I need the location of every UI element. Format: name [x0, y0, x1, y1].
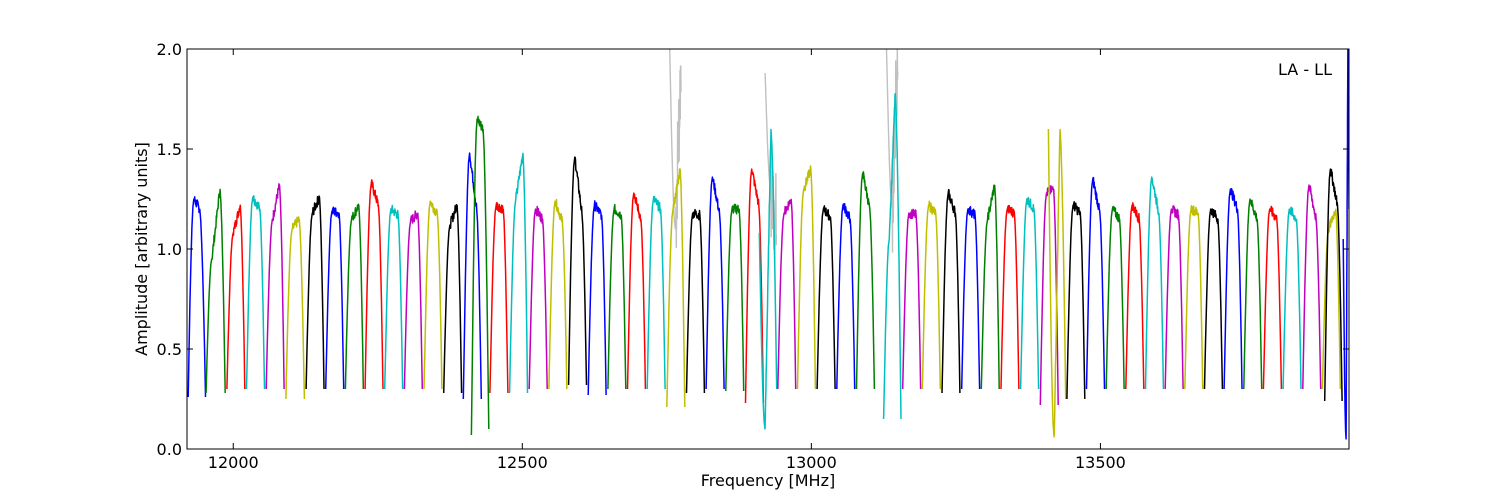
series-line-18: [528, 205, 548, 390]
y-tick-label: 1.5: [157, 140, 182, 159]
series-line-57: [1282, 206, 1302, 390]
series-line-0: [187, 196, 207, 398]
series-line-42: [1000, 204, 1020, 390]
series-line-44: [1039, 185, 1059, 406]
series-line-16: [489, 202, 509, 394]
y-tick-label: 1.0: [157, 240, 182, 259]
series-line-10: [383, 204, 404, 390]
series-line-38: [921, 200, 942, 390]
series-line-45: [1047, 128, 1067, 438]
series-line-58: [1302, 184, 1322, 390]
series-layer: [187, 49, 1349, 440]
series-line-21: [587, 200, 607, 396]
series-line-6: [305, 195, 325, 390]
series-line-51: [1164, 205, 1184, 390]
x-tick-label: 13000: [786, 453, 837, 472]
series-line-23: [626, 192, 647, 390]
series-line-12: [423, 200, 443, 390]
x-axis-label: Frequency [MHz]: [701, 471, 835, 490]
y-tick-label: 0.5: [157, 340, 182, 359]
tick-layer: 12000 12500 13000 13500 0.0 0.5 1.0 1.5 2.0: [157, 40, 1349, 472]
series-line-41: [980, 184, 1000, 390]
y-tick-label: 0.0: [157, 440, 182, 459]
series-line-43: [1019, 197, 1040, 390]
x-tick-label: 13500: [1075, 453, 1126, 472]
x-tick-label: 12000: [208, 453, 259, 472]
series-line-31: [777, 198, 797, 390]
series-line-22: [607, 203, 627, 390]
series-line-17: [508, 152, 529, 394]
series-line-13: [442, 203, 463, 394]
series-line-60: [1323, 168, 1343, 402]
series-line-1: [205, 188, 226, 394]
x-tick-label: 12500: [497, 453, 548, 472]
series-line-39: [941, 188, 961, 394]
series-line-2: [226, 204, 246, 390]
series-line-30: [758, 128, 778, 430]
y-tick-label: 2.0: [157, 40, 182, 59]
series-line-32: [796, 165, 817, 390]
flagged-series-line-0: [669, 49, 682, 249]
series-line-56: [1262, 205, 1283, 390]
series-line-36: [882, 92, 902, 420]
series-line-19: [548, 198, 568, 390]
series-line-48: [1105, 205, 1125, 390]
series-line-53: [1203, 208, 1224, 390]
series-line-28: [725, 203, 745, 392]
series-line-33: [816, 205, 836, 390]
series-line-20: [567, 156, 588, 386]
series-line-52: [1184, 205, 1204, 390]
series-line-14: [462, 152, 483, 400]
annotation-label: LA - LL: [1278, 60, 1332, 79]
series-line-29: [744, 168, 765, 404]
series-line-40: [960, 206, 981, 390]
series-line-50: [1144, 176, 1165, 390]
series-line-8: [344, 203, 365, 390]
series-line-5: [285, 216, 306, 400]
series-line-46: [1066, 201, 1086, 400]
series-line-26: [685, 208, 706, 394]
series-line-11: [403, 210, 424, 390]
series-line-47: [1085, 176, 1106, 390]
series-line-54: [1223, 188, 1243, 390]
series-line-55: [1243, 198, 1263, 390]
series-line-24: [646, 195, 666, 390]
series-line-37: [901, 208, 922, 390]
series-line-7: [324, 206, 345, 390]
series-line-34: [836, 202, 856, 390]
series-line-25: [666, 168, 686, 408]
series-line-27: [705, 176, 725, 390]
y-axis-label: Amplitude [arbitrary units]: [132, 142, 151, 356]
series-line-61: [1342, 49, 1349, 440]
series-line-9: [364, 179, 384, 390]
series-line-49: [1125, 202, 1145, 390]
series-line-35: [855, 171, 876, 390]
series-line-3: [245, 194, 266, 390]
series-line-4: [265, 183, 285, 390]
series-line-15: [470, 115, 490, 436]
